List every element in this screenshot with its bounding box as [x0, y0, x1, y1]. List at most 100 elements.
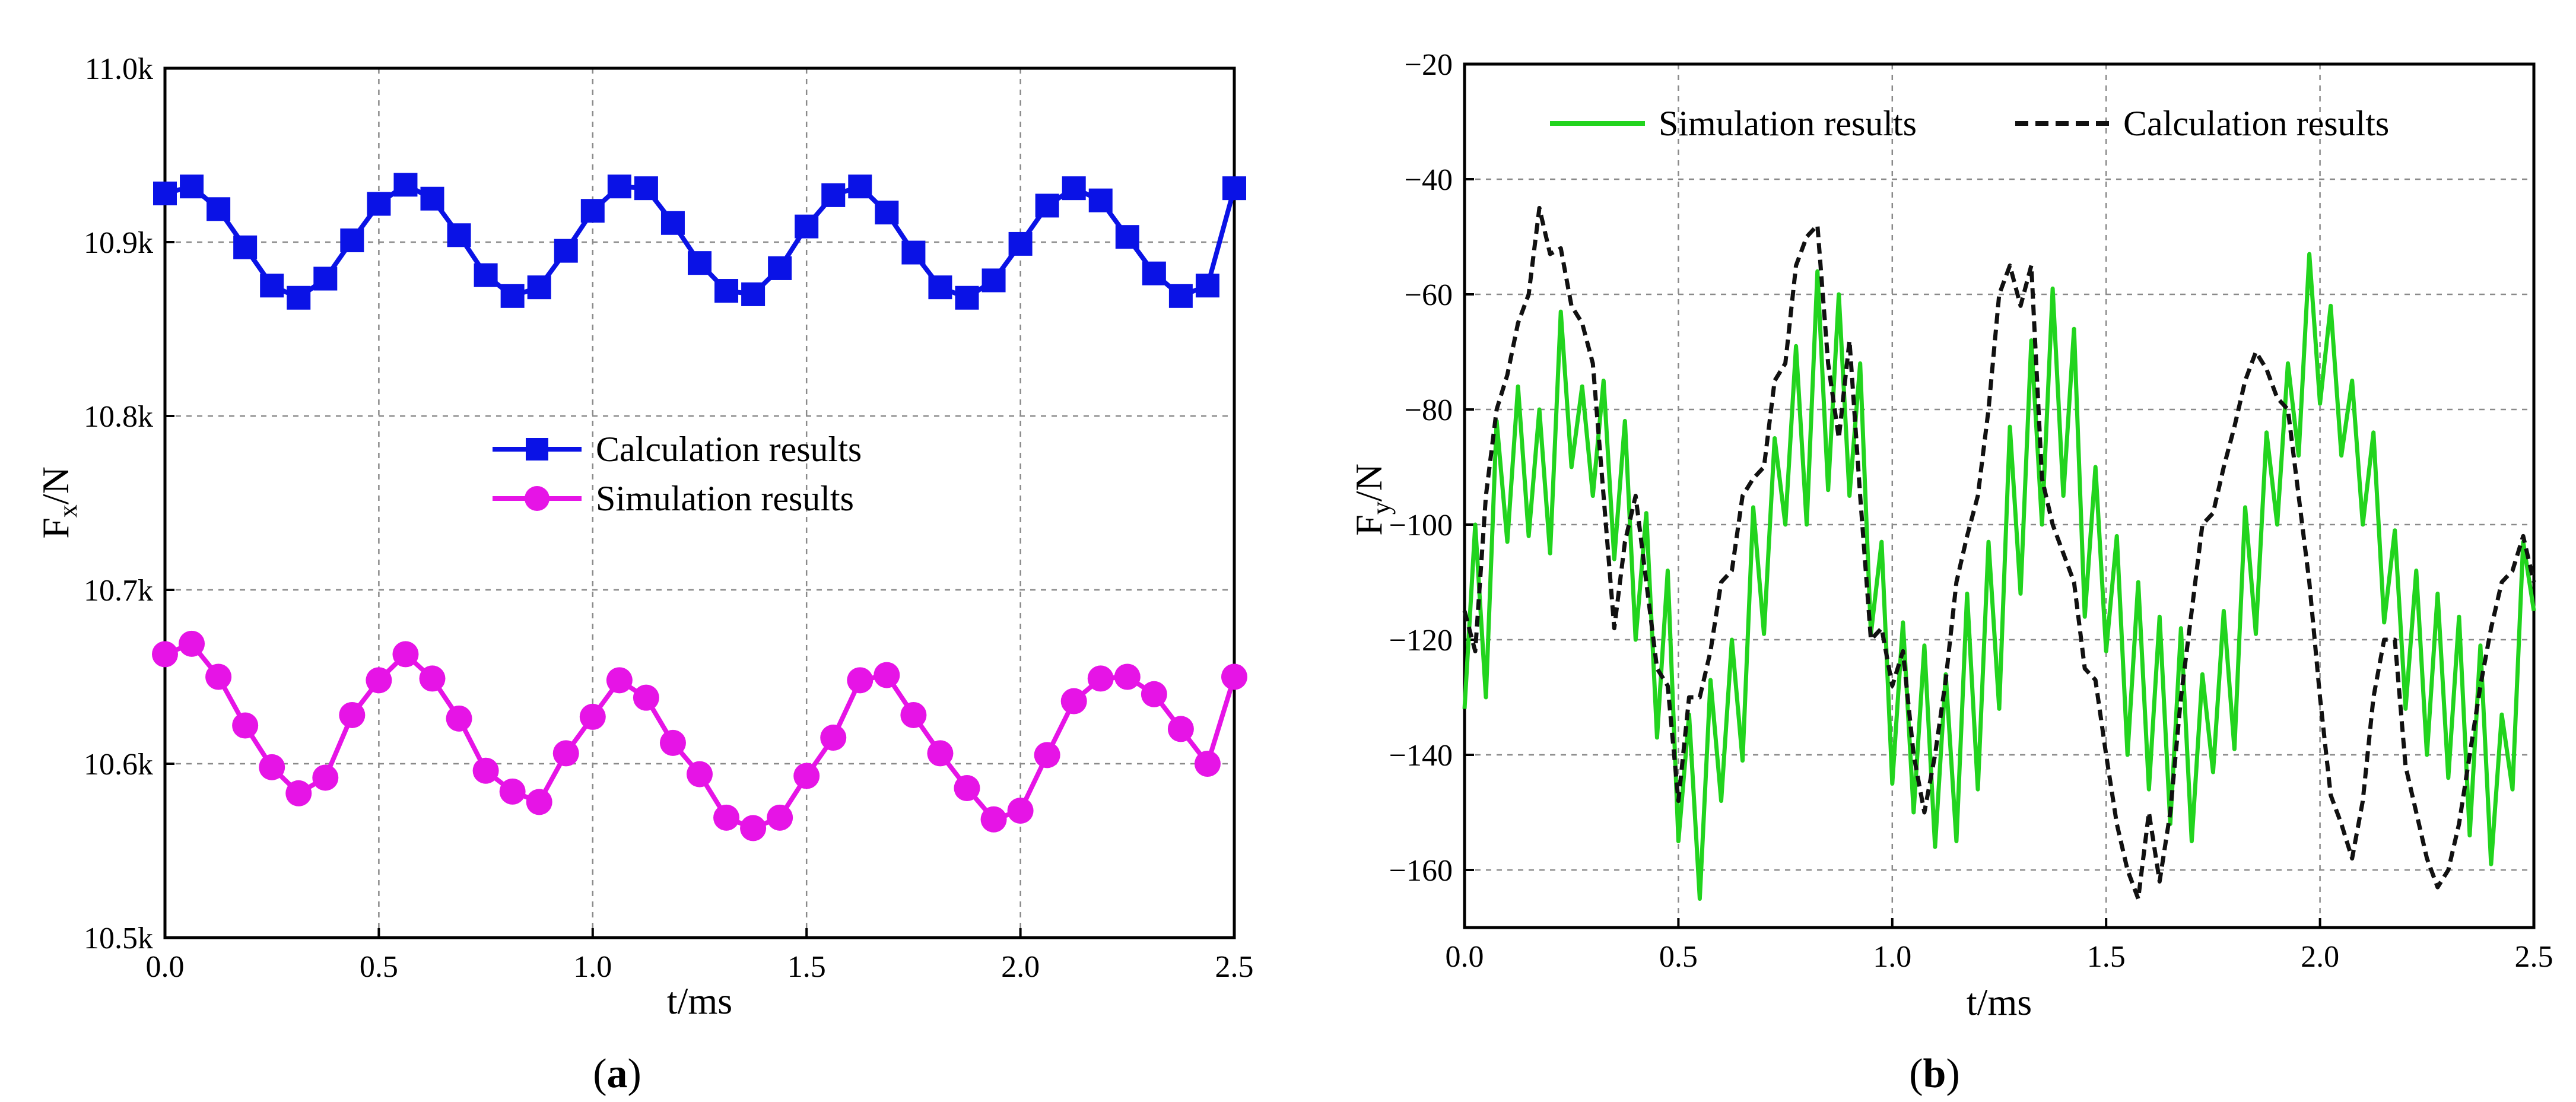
series-line-calculation-results	[1462, 206, 2536, 901]
x-tick-label: 1.0	[1873, 940, 1911, 974]
data-point-simulation-results	[285, 780, 312, 806]
data-point-calculation-results	[741, 282, 766, 306]
data-point-simulation-results	[446, 705, 472, 732]
plot-frame-a	[163, 66, 1236, 939]
data-point-calculation-results	[1195, 274, 1219, 298]
data-point-simulation-results	[793, 763, 820, 789]
legend-marker-simulation-a	[525, 486, 549, 511]
data-point-calculation-results	[688, 251, 712, 275]
data-point-calculation-results	[875, 201, 899, 225]
x-tick-label: 2.0	[2301, 940, 2339, 974]
y-tick-label: 10.7k	[84, 574, 153, 608]
chart-panel-b: 0.0 0.5 1.0 1.5 2.0 2.5 −160 −140 −120 −100 −80 −60…	[1348, 48, 2553, 1097]
data-point-calculation-results	[500, 284, 525, 308]
data-point-calculation-results	[367, 192, 391, 216]
series-line-simulation-results	[164, 641, 1237, 831]
x-tick-label: 0.0	[146, 950, 185, 984]
data-point-simulation-results	[1114, 663, 1141, 690]
data-point-simulation-results	[1141, 681, 1167, 707]
panel-label-b-open: (	[1909, 1051, 1923, 1097]
y-tick-label: 11.0k	[85, 52, 153, 86]
data-point-calculation-results	[580, 199, 605, 223]
data-point-calculation-results	[714, 279, 739, 303]
data-point-calculation-results	[928, 275, 952, 300]
data-point-simulation-results	[312, 764, 339, 791]
data-point-calculation-results	[1168, 284, 1193, 308]
legend-label-simulation-a: Simulation results	[596, 479, 854, 518]
y-axis-label-sub-a: x	[53, 504, 82, 517]
data-point-calculation-results	[821, 183, 846, 207]
x-axis-label-b: t/ms	[1967, 981, 2032, 1023]
data-point-calculation-results	[607, 174, 631, 199]
data-point-simulation-results	[179, 630, 205, 657]
data-point-simulation-results	[152, 641, 178, 668]
data-point-calculation-results	[207, 197, 231, 221]
data-point-simulation-results	[767, 804, 793, 831]
data-point-simulation-results	[1167, 716, 1194, 742]
x-axis-label-a: t/ms	[667, 980, 732, 1022]
chart-panel-a: 0.0 0.5 1.0 1.5 2.0 2.5 10.5k 10.6k 10.7k 10.8k 10…	[34, 52, 1254, 1097]
y-tick-label: −20	[1405, 48, 1453, 82]
data-point-calculation-results	[287, 285, 311, 310]
data-point-calculation-results	[1062, 176, 1086, 201]
axis-ticks-b: 0.0 0.5 1.0 1.5 2.0 2.5 −160 −140 −120 −100 −80 −60…	[1389, 48, 2553, 974]
y-axis-label-tail-b: /N	[1348, 463, 1390, 501]
data-point-calculation-results	[955, 285, 979, 310]
data-point-simulation-results	[927, 740, 954, 767]
legend-b: Simulation results Calculation results	[1550, 104, 2389, 143]
data-point-calculation-results	[982, 268, 1006, 293]
y-axis-label-a: Fx/N	[34, 466, 82, 539]
x-tick-label: 0.5	[1659, 940, 1698, 974]
panel-label-a-letter: a	[607, 1051, 628, 1097]
x-tick-label: 0.5	[360, 950, 398, 984]
data-point-simulation-results	[874, 662, 900, 688]
data-point-simulation-results	[980, 806, 1007, 833]
data-point-calculation-results	[313, 266, 338, 291]
data-point-simulation-results	[847, 667, 874, 694]
y-tick-label: −140	[1389, 739, 1453, 773]
data-point-calculation-results	[153, 181, 177, 205]
panel-label-a: (a)	[593, 1051, 641, 1097]
x-tick-label: 1.5	[787, 950, 826, 984]
data-point-simulation-results	[392, 641, 419, 668]
data-point-calculation-results	[848, 174, 872, 199]
data-point-simulation-results	[900, 701, 927, 728]
data-point-calculation-results	[1222, 176, 1246, 201]
data-point-simulation-results	[259, 754, 285, 780]
data-point-simulation-results	[579, 703, 606, 730]
y-tick-label: 10.9k	[84, 226, 153, 260]
legend-label-calculation-b: Calculation results	[2123, 104, 2389, 143]
data-point-calculation-results	[1115, 225, 1139, 249]
data-point-calculation-results	[768, 256, 792, 280]
data-point-calculation-results	[340, 228, 364, 253]
legend-marker-calculation-a	[526, 438, 548, 461]
data-point-simulation-results	[954, 775, 980, 802]
data-point-simulation-results	[687, 761, 713, 787]
y-tick-label: −40	[1405, 163, 1453, 197]
y-tick-label: −60	[1405, 278, 1453, 312]
data-point-calculation-results	[1088, 188, 1113, 212]
data-point-calculation-results	[527, 275, 551, 300]
data-point-calculation-results	[393, 173, 418, 197]
y-axis-label-tail-a: /N	[34, 466, 77, 504]
series-group-b	[1462, 206, 2536, 901]
data-point-simulation-results	[552, 740, 579, 767]
panel-label-b-close: )	[1946, 1051, 1959, 1097]
x-tick-label: 0.0	[1446, 940, 1484, 974]
data-point-simulation-results	[526, 789, 552, 815]
data-point-simulation-results	[1087, 665, 1114, 692]
data-point-simulation-results	[820, 725, 847, 751]
data-point-simulation-results	[1194, 751, 1221, 777]
y-tick-label: 10.6k	[84, 748, 153, 782]
data-point-simulation-results	[205, 663, 232, 690]
data-point-simulation-results	[366, 667, 392, 694]
data-point-calculation-results	[180, 174, 204, 199]
y-tick-label: −100	[1389, 509, 1453, 542]
data-point-calculation-results	[1142, 261, 1166, 285]
data-point-calculation-results	[447, 223, 471, 247]
data-point-calculation-results	[1035, 193, 1059, 218]
data-point-calculation-results	[1008, 231, 1033, 256]
data-point-simulation-results	[740, 815, 767, 841]
y-axis-label-sub-b: y	[1367, 501, 1396, 515]
